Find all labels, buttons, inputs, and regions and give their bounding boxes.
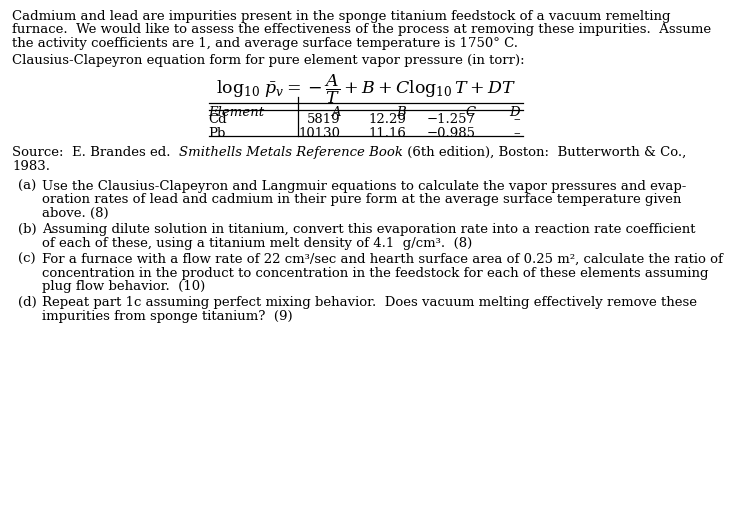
Text: (b): (b) — [18, 223, 37, 236]
Text: (c): (c) — [18, 253, 36, 266]
Text: –: – — [513, 127, 520, 140]
Text: −1.257: −1.257 — [427, 113, 476, 126]
Text: Cadmium and lead are impurities present in the sponge titanium feedstock of a va: Cadmium and lead are impurities present … — [12, 10, 671, 23]
Text: B: B — [397, 106, 406, 119]
Text: Cd: Cd — [209, 113, 227, 126]
Text: concentration in the product to concentration in the feedstock for each of these: concentration in the product to concentr… — [42, 267, 709, 280]
Text: 10130: 10130 — [299, 127, 340, 140]
Text: (d): (d) — [18, 297, 37, 309]
Text: furnace.  We would like to assess the effectiveness of the process at removing t: furnace. We would like to assess the eff… — [12, 24, 711, 36]
Text: $\log_{10}\,\bar{p}_v = -\dfrac{A}{T} + B + C\log_{10}T + DT$: $\log_{10}\,\bar{p}_v = -\dfrac{A}{T} + … — [216, 73, 516, 106]
Text: impurities from sponge titanium?  (9): impurities from sponge titanium? (9) — [42, 310, 293, 323]
Text: For a furnace with a flow rate of 22 cm³/sec and hearth surface area of 0.25 m²,: For a furnace with a flow rate of 22 cm³… — [42, 253, 723, 266]
Text: 5819: 5819 — [307, 113, 340, 126]
Text: Element: Element — [209, 106, 265, 119]
Text: C: C — [466, 106, 476, 119]
Text: −0.985: −0.985 — [427, 127, 476, 140]
Text: the activity coefficients are 1, and average surface temperature is 1750° C.: the activity coefficients are 1, and ave… — [12, 37, 518, 50]
Text: Smithells Metals Reference Book: Smithells Metals Reference Book — [179, 146, 403, 159]
Text: 1983.: 1983. — [12, 160, 50, 173]
Text: of each of these, using a titanium melt density of 4.1  g/cm³.  (8): of each of these, using a titanium melt … — [42, 236, 472, 250]
Text: D: D — [509, 106, 520, 119]
Text: (a): (a) — [18, 180, 37, 193]
Text: 11.16: 11.16 — [368, 127, 406, 140]
Text: Use the Clausius-Clapeyron and Langmuir equations to calculate the vapor pressur: Use the Clausius-Clapeyron and Langmuir … — [42, 180, 687, 193]
Text: (6th edition), Boston:  Butterworth & Co.,: (6th edition), Boston: Butterworth & Co.… — [403, 146, 686, 159]
Text: above. (8): above. (8) — [42, 207, 108, 220]
Text: Clausius-Clapeyron equation form for pure element vapor pressure (in torr):: Clausius-Clapeyron equation form for pur… — [12, 54, 525, 67]
Text: A: A — [331, 106, 340, 119]
Text: Source:  E. Brandes ed.: Source: E. Brandes ed. — [12, 146, 179, 159]
Text: Assuming dilute solution in titanium, convert this evaporation rate into a react: Assuming dilute solution in titanium, co… — [42, 223, 695, 236]
Text: Repeat part 1c assuming perfect mixing behavior.  Does vacuum melting effectivel: Repeat part 1c assuming perfect mixing b… — [42, 297, 697, 309]
Text: plug flow behavior.  (10): plug flow behavior. (10) — [42, 280, 205, 293]
Text: 12.29: 12.29 — [368, 113, 406, 126]
Text: –: – — [513, 113, 520, 126]
Text: oration rates of lead and cadmium in their pure form at the average surface temp: oration rates of lead and cadmium in the… — [42, 193, 681, 206]
Text: Pb: Pb — [209, 127, 226, 140]
